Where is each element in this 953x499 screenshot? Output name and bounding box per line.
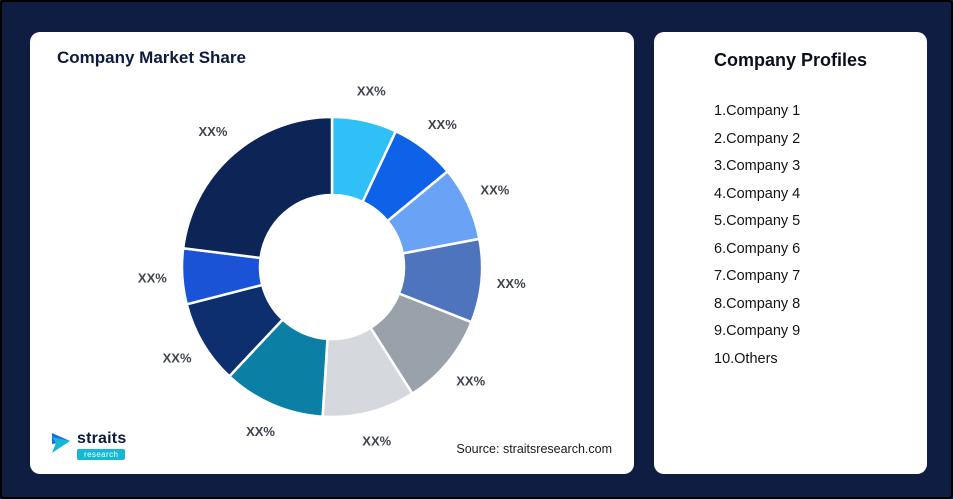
straits-logo-icon — [52, 433, 70, 453]
donut-chart: XX% XX% XX% XX% XX% XX% XX% XX% XX% XX% — [138, 83, 526, 448]
logo-subtitle: research — [77, 449, 126, 460]
donut-chart-area: XX% XX% XX% XX% XX% XX% XX% XX% XX% XX% — [92, 78, 572, 461]
profile-list-item: 7.Company 7 — [714, 268, 801, 284]
profile-list-item: 2.Company 2 — [714, 130, 801, 147]
profile-list-item: 5.Company 5 — [714, 213, 801, 229]
profile-list-item: 1.Company 1 — [714, 103, 801, 119]
segment-label: XX% — [428, 117, 457, 132]
segment-label: XX% — [362, 433, 391, 448]
segment-label: XX% — [357, 83, 386, 98]
profile-list-item: 4.Company 4 — [714, 185, 801, 202]
company-profiles-card: Company Profiles 1.Company 1 2.Company 2 3… — [654, 32, 927, 474]
profile-list-item: 9.Company 9 — [714, 323, 801, 339]
profile-list-item: 8.Company 8 — [714, 295, 801, 312]
segment-label: XX% — [199, 124, 228, 139]
segment-label: XX% — [480, 182, 509, 197]
market-share-card: Company Market Share XX% XX% XX% XX% XX% XX% X… — [30, 32, 634, 474]
profile-list-item: 3.Company 3 — [714, 158, 801, 174]
logo-name: straits — [77, 430, 127, 447]
segment-label: XX% — [456, 374, 485, 389]
donut-segment-others — [181, 115, 334, 260]
profile-list-item: 10.Others — [714, 350, 778, 367]
straits-logo-text: straits research — [77, 431, 126, 460]
profile-list-item: 6.Company 6 — [714, 240, 801, 257]
straits-logo: straits research — [50, 431, 126, 460]
profiles-title: Company Profiles — [713, 50, 868, 70]
segment-label: XX% — [138, 270, 167, 285]
segment-label: XX% — [163, 351, 192, 366]
segment-label: XX% — [497, 276, 526, 291]
segment-label: XX% — [246, 424, 275, 439]
chart-title: Company Market Share — [57, 48, 246, 67]
profiles-list: 1.Company 1 2.Company 2 3.Company 3 4.Compa… — [714, 98, 917, 373]
source-text: Source: straitsresearch.com — [456, 442, 612, 456]
